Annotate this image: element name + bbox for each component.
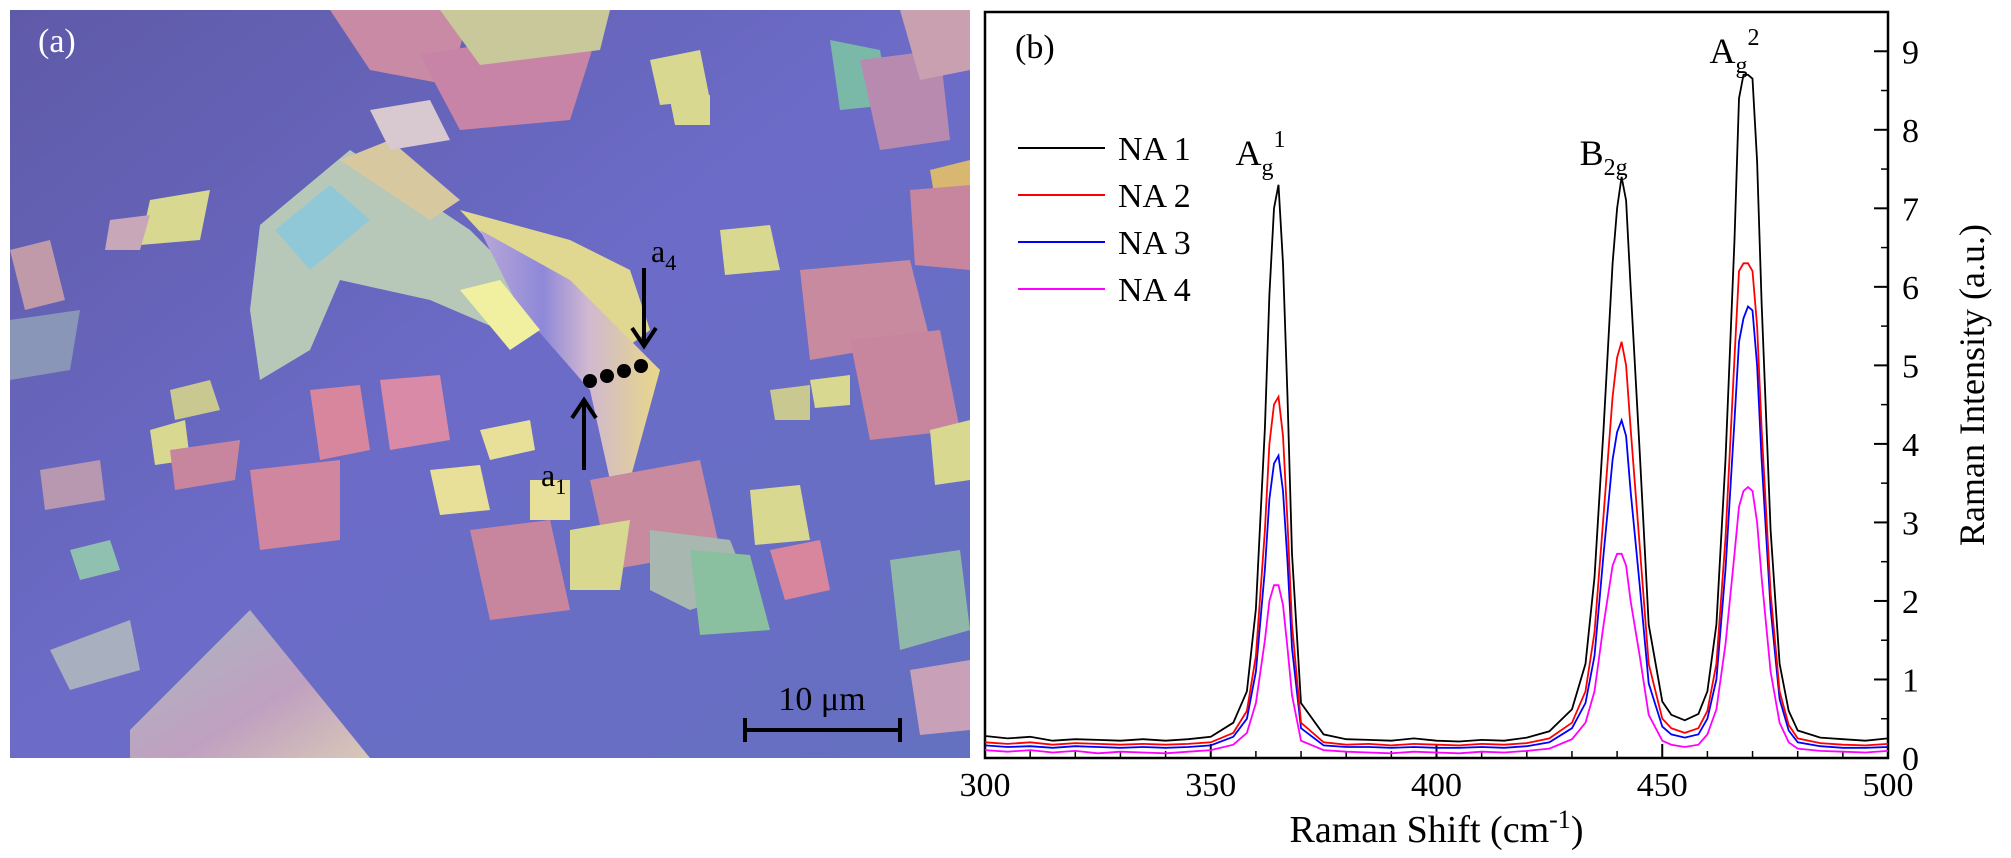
flake (275, 185, 370, 270)
substrate-background (10, 10, 970, 758)
flake (380, 375, 450, 450)
micrograph-panel: a1 a4 (a) 10 μm (10, 10, 970, 758)
flake (480, 420, 535, 460)
flake (930, 420, 970, 485)
peak-label: B2g (1580, 133, 1628, 181)
y-tick-label: 8 (1902, 113, 1919, 150)
flake (720, 225, 780, 275)
flake (310, 385, 370, 460)
marker-a1-label: a1 (541, 457, 566, 499)
series-line-na-2 (985, 262, 1888, 747)
flake-large (130, 610, 370, 758)
flake (10, 240, 65, 310)
marker-dot (617, 364, 631, 378)
peak-label: Ag1 (1235, 127, 1285, 181)
y-tick-label: 7 (1902, 191, 1919, 228)
series-line-na-4 (985, 485, 1888, 755)
plot-frame (983, 10, 1890, 760)
flake (170, 440, 240, 490)
y-axis-title: Raman Intensity (a.u.) (1952, 224, 1992, 546)
legend-label: NA 2 (1118, 178, 1191, 215)
x-axis-title: Raman Shift (cm-1) (1290, 805, 1584, 851)
y-tick-label: 2 (1902, 584, 1919, 621)
arrow-up-head (570, 396, 598, 420)
flake (770, 540, 830, 600)
flake (670, 95, 710, 125)
legend-label: NA 3 (1118, 225, 1191, 262)
x-tick-label: 450 (1637, 767, 1688, 804)
flake (650, 50, 710, 105)
flake (170, 380, 220, 420)
x-tick-label: 400 (1411, 767, 1462, 804)
chart-series (985, 73, 1888, 755)
x-tick-label: 500 (1863, 767, 1914, 804)
y-tick-label: 0 (1902, 741, 1919, 778)
x-tick-label: 350 (1185, 767, 1236, 804)
flake (70, 540, 120, 580)
flake (530, 480, 570, 520)
flake (770, 385, 810, 420)
micrograph-image: a1 a4 (a) 10 μm (10, 10, 970, 758)
flake (50, 620, 140, 690)
scale-bar: 10 μm (743, 681, 902, 742)
flake (850, 330, 960, 440)
flake (690, 550, 770, 635)
flake (900, 10, 970, 80)
flakes (10, 10, 970, 758)
flake (810, 375, 850, 408)
flake (910, 185, 970, 270)
flake (40, 460, 105, 510)
y-tick-label: 6 (1902, 270, 1919, 307)
flake (570, 520, 630, 590)
panel-a-label: (a) (38, 23, 76, 60)
marker-dot (600, 369, 614, 383)
marker-dot (583, 374, 597, 388)
flake (10, 310, 80, 380)
flake (910, 660, 970, 735)
marker-a4-label: a4 (651, 233, 676, 275)
series-line-na-1 (985, 73, 1888, 743)
flake (250, 460, 340, 550)
chart-labels: Raman Shift (cm-1) Raman Intensity (a.u.)… (1015, 25, 1992, 851)
legend-label: NA 4 (1118, 272, 1191, 309)
flake (440, 10, 610, 65)
y-tick-label: 4 (1902, 427, 1919, 464)
flake (890, 550, 970, 650)
panel-b-label: (b) (1015, 29, 1055, 66)
marker-dot (634, 359, 648, 373)
flake (460, 280, 540, 350)
flake-stripe (480, 230, 660, 480)
x-tick-label: 300 (960, 767, 1011, 804)
legend-label: NA 1 (1118, 131, 1191, 168)
flake (430, 465, 490, 515)
flake (470, 520, 570, 620)
y-tick-label: 1 (1902, 662, 1919, 699)
y-tick-label: 5 (1902, 348, 1919, 385)
y-tick-label: 3 (1902, 505, 1919, 542)
flake (140, 190, 210, 245)
flake (750, 485, 810, 545)
flake (370, 100, 450, 150)
arrow-down-head (630, 326, 658, 350)
scale-bar-label: 10 μm (778, 681, 865, 718)
series-line-na-3 (985, 304, 1888, 749)
flake (340, 140, 460, 220)
flake (105, 215, 150, 250)
y-tick-label: 9 (1902, 34, 1919, 71)
peak-label: Ag2 (1710, 25, 1760, 79)
measurement-markers: a1 a4 (541, 233, 676, 499)
